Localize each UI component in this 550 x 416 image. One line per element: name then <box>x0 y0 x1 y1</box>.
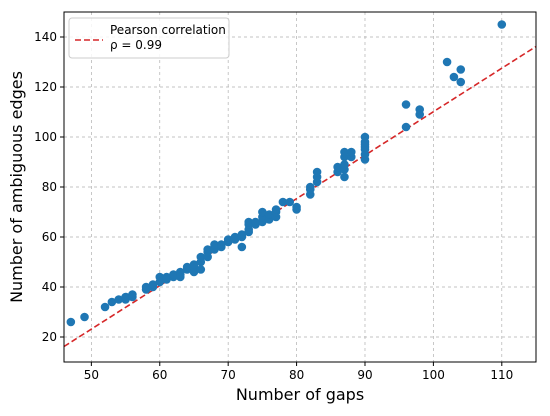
y-tick-label: 140 <box>34 30 57 44</box>
data-point <box>148 280 158 289</box>
x-tick-label: 110 <box>490 368 513 382</box>
data-point <box>340 160 349 169</box>
data-point <box>141 282 151 292</box>
data-point <box>237 242 247 252</box>
y-axis: 20 40 60 80 100 120 140 <box>34 30 64 344</box>
x-axis: 50 60 70 80 90 100 110 <box>84 362 513 382</box>
data-point <box>264 210 274 219</box>
x-tick-label: 70 <box>221 368 236 382</box>
data-point <box>121 292 130 302</box>
data-point <box>415 105 425 114</box>
data-point <box>169 270 178 279</box>
fit-line-group <box>63 45 537 348</box>
data-point <box>456 65 466 74</box>
x-tick-label: 60 <box>152 368 167 382</box>
data-point <box>66 317 76 327</box>
legend-line1: Pearson correlation <box>110 23 226 37</box>
y-tick-label: 20 <box>42 330 57 344</box>
data-point <box>340 147 349 157</box>
data-point <box>285 197 295 207</box>
data-point <box>196 252 206 262</box>
data-point <box>217 240 226 249</box>
data-point <box>223 235 233 244</box>
data-point <box>230 232 240 242</box>
data-point <box>497 20 507 29</box>
y-tick-label: 100 <box>34 130 57 144</box>
data-point <box>278 197 288 207</box>
data-point <box>292 202 301 212</box>
x-tick-label: 80 <box>289 368 304 382</box>
data-point <box>182 262 192 272</box>
y-tick-label: 60 <box>42 230 57 244</box>
data-point <box>107 297 117 307</box>
data-point <box>128 292 137 302</box>
data-points <box>66 20 507 327</box>
data-point <box>456 77 466 87</box>
data-point <box>340 172 349 182</box>
data-point <box>162 275 171 284</box>
data-point <box>449 72 459 82</box>
pearson-fit-line <box>63 45 537 348</box>
x-axis-label: Number of gaps <box>236 385 364 404</box>
data-point <box>237 230 247 239</box>
data-point <box>244 217 253 227</box>
data-point <box>401 122 411 132</box>
data-point <box>312 167 322 177</box>
data-point <box>210 240 219 249</box>
grid <box>64 12 536 362</box>
x-tick-label: 90 <box>357 368 372 382</box>
x-tick-label: 50 <box>84 368 99 382</box>
data-point <box>333 162 342 172</box>
data-point <box>271 205 281 214</box>
legend-box <box>68 17 230 59</box>
x-tick-label: 100 <box>422 368 445 382</box>
data-point <box>189 260 199 269</box>
y-tick-label: 40 <box>42 280 57 294</box>
data-point <box>251 217 260 227</box>
legend: Pearson correlation ρ = 0.99 <box>68 17 230 59</box>
y-axis-label: Number of ambiguous edges <box>7 71 26 303</box>
data-point <box>203 247 212 257</box>
legend-line2: ρ = 0.99 <box>110 38 162 52</box>
data-point <box>196 265 206 274</box>
data-point <box>114 295 124 304</box>
data-point <box>401 100 411 109</box>
data-point <box>360 132 370 142</box>
data-point <box>155 272 165 282</box>
data-point <box>258 207 267 217</box>
data-point <box>442 57 452 67</box>
data-point <box>347 147 356 157</box>
data-point <box>305 182 315 192</box>
data-point <box>175 272 185 282</box>
data-point <box>100 302 110 312</box>
y-tick-label: 80 <box>42 180 57 194</box>
y-tick-label: 120 <box>34 80 57 94</box>
data-point <box>80 312 89 322</box>
